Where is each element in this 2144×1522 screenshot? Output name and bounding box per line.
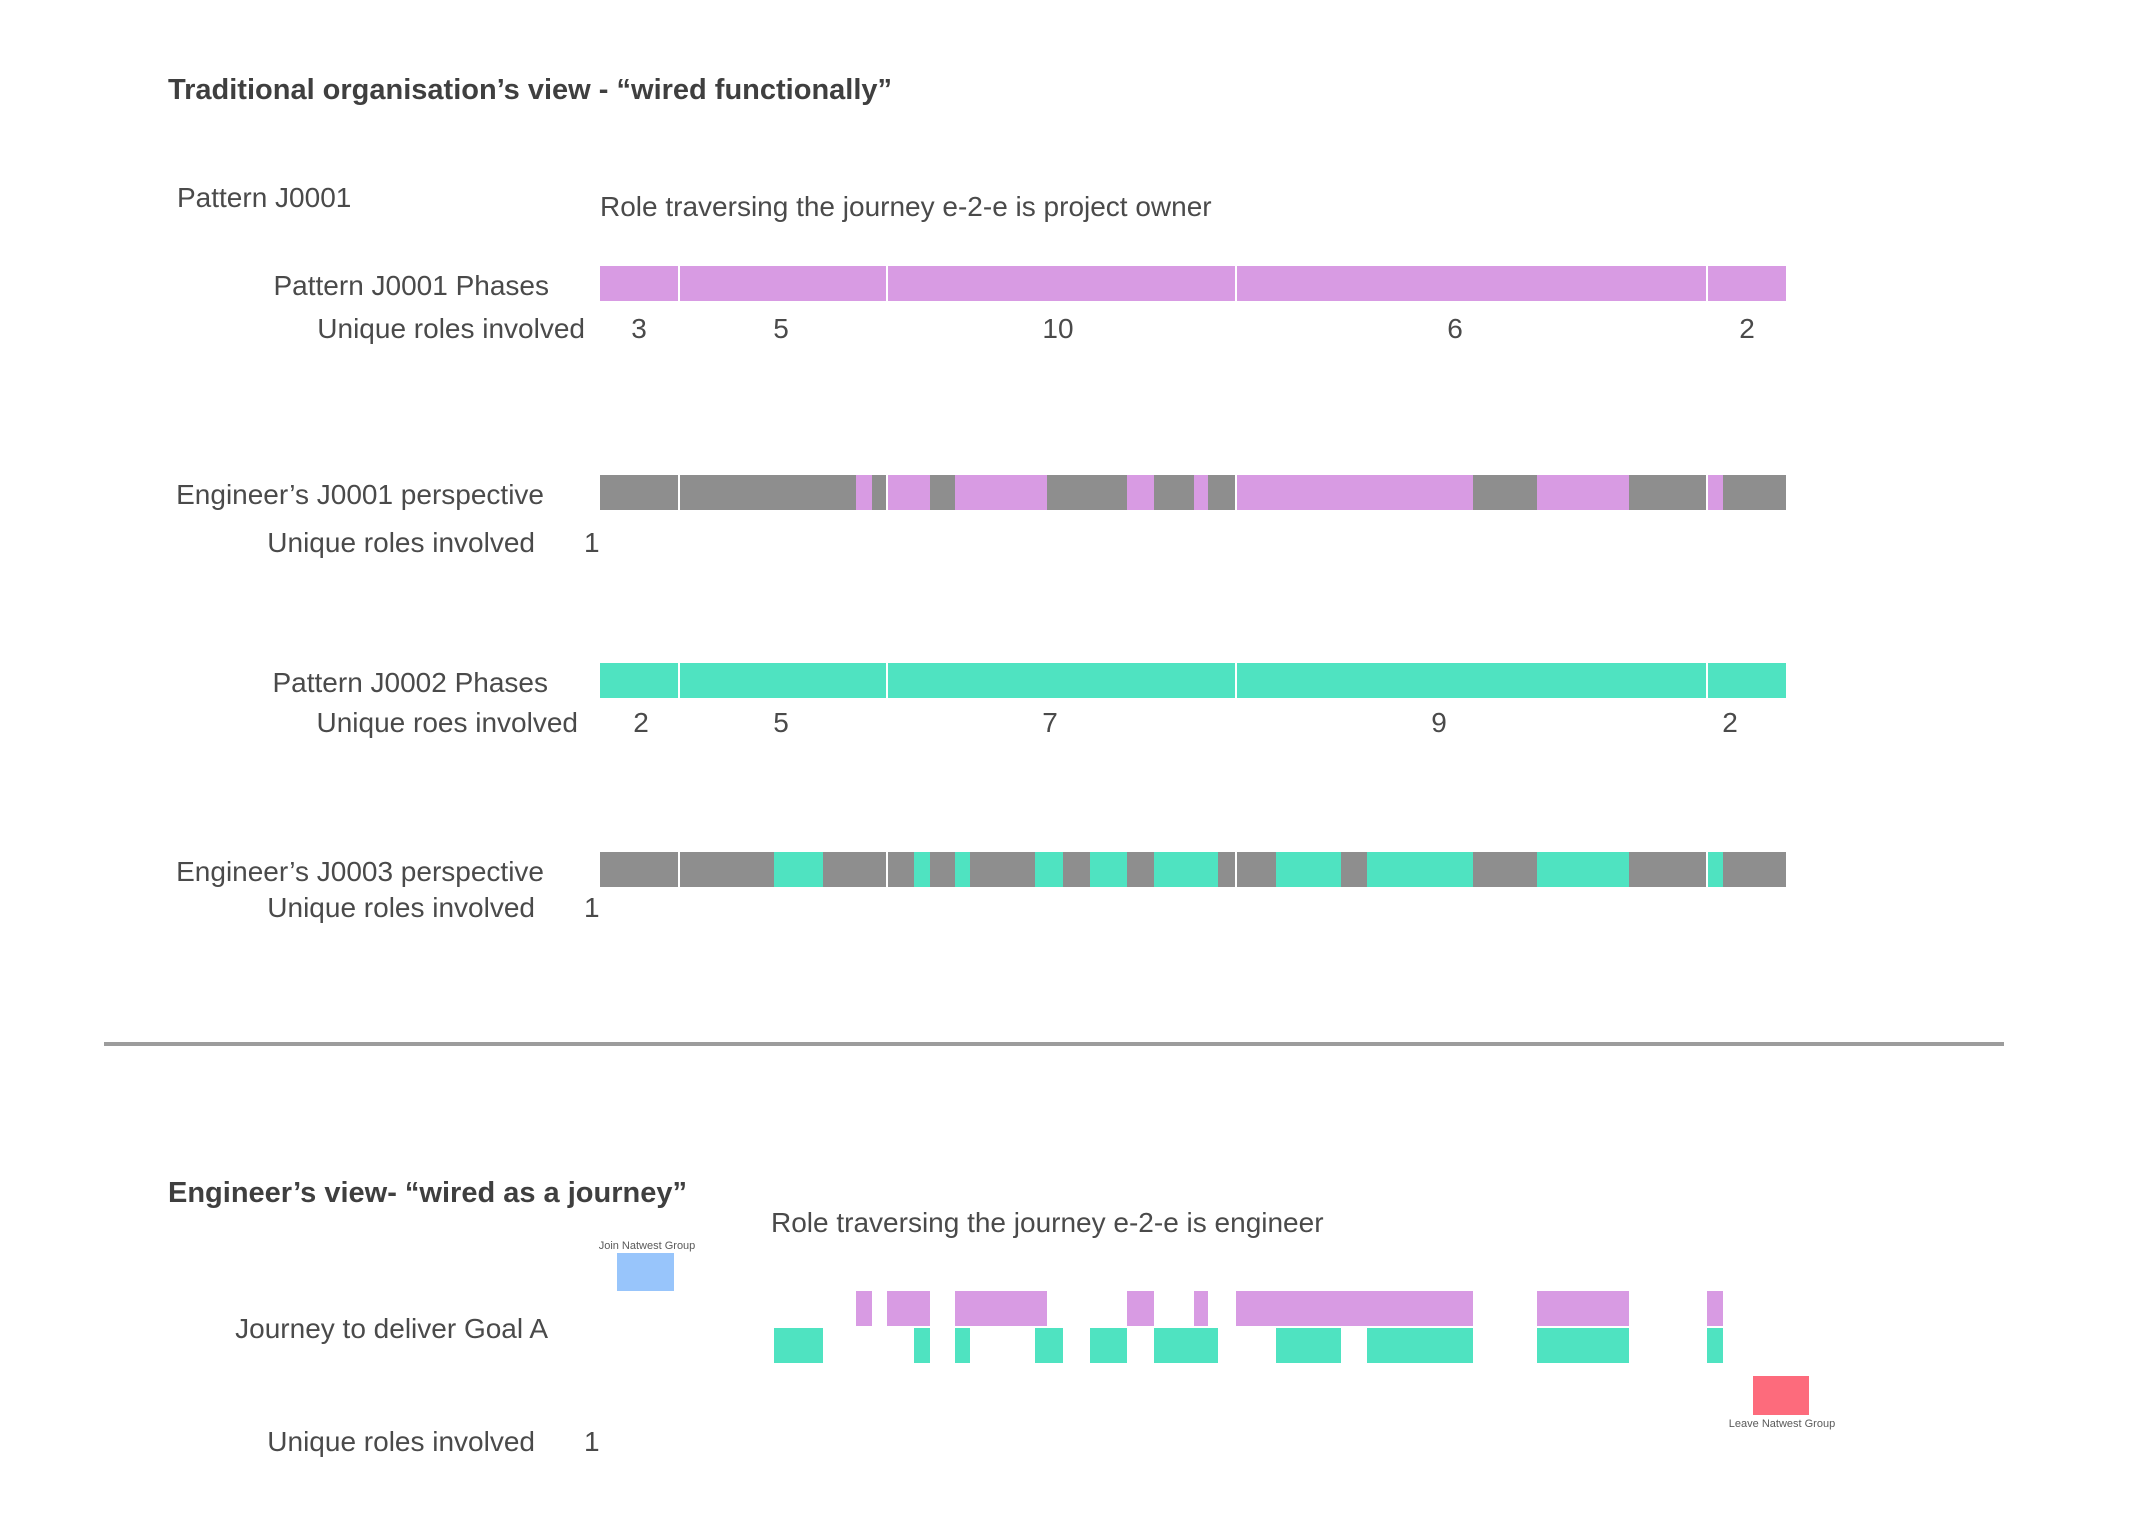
role-segment xyxy=(955,852,970,887)
role-segment xyxy=(1537,852,1629,887)
role-segment xyxy=(914,1328,930,1363)
j0001-count-4: 6 xyxy=(1447,313,1463,344)
j0002-count-4: 9 xyxy=(1431,707,1447,738)
role-segment xyxy=(1090,852,1127,887)
role-segment xyxy=(1367,1328,1473,1363)
journey-lilac-row xyxy=(600,1291,1786,1326)
section2-heading: Engineer’s view- “wired as a journey” xyxy=(168,1177,687,1209)
role-segment xyxy=(1194,1291,1208,1326)
phase-separator xyxy=(1235,852,1237,887)
role-segment xyxy=(1707,475,1723,510)
phase-separator xyxy=(1235,266,1237,301)
role-segment xyxy=(1537,1328,1629,1363)
role-segment xyxy=(1127,1291,1154,1326)
role-segment xyxy=(1276,852,1341,887)
phase-separator xyxy=(886,663,888,698)
role-segment xyxy=(774,852,823,887)
phase-separator xyxy=(678,852,680,887)
role-segment xyxy=(1707,852,1723,887)
j0002-count-2: 5 xyxy=(773,707,789,738)
phase-separator xyxy=(678,266,680,301)
role-segment xyxy=(1707,1291,1723,1326)
join-label: Join Natwest Group xyxy=(598,1240,696,1252)
j0001-count-2: 5 xyxy=(773,313,789,344)
phase-separator xyxy=(1235,663,1237,698)
j0002-count-5: 2 xyxy=(1722,707,1738,738)
j0001-phases-label: Pattern J0001 Phases xyxy=(273,270,549,301)
role-segment xyxy=(887,1291,930,1326)
phase-separator xyxy=(1706,663,1708,698)
eng-j0001-bar xyxy=(600,475,1786,510)
role-segment xyxy=(887,475,930,510)
role-segment xyxy=(1276,1328,1341,1363)
leave-label: Leave Natwest Group xyxy=(1728,1418,1836,1430)
j0002-phases-label: Pattern J0002 Phases xyxy=(272,667,548,698)
journey-roles-label: Unique roles involved xyxy=(267,1426,535,1457)
phase-separator xyxy=(1706,852,1708,887)
role-segment xyxy=(1154,852,1218,887)
j0001-phase-bar xyxy=(600,266,1786,301)
role-segment xyxy=(955,1328,970,1363)
role-segment xyxy=(1127,475,1154,510)
role-caption-1: Role traversing the journey e-2-e is pro… xyxy=(600,191,1212,222)
pattern-title: Pattern J0001 xyxy=(177,182,352,213)
phase-separator xyxy=(1706,266,1708,301)
eng-j0003-roles-value: 1 xyxy=(584,892,600,923)
j0001-roles-label: Unique roles involved xyxy=(317,313,585,344)
eng-j0001-roles-value: 1 xyxy=(584,527,600,558)
eng-j0001-roles-label: Unique roles involved xyxy=(267,527,535,558)
journey-teal-row xyxy=(600,1328,1786,1363)
role-segment xyxy=(1537,1291,1629,1326)
section-divider xyxy=(104,1042,2004,1046)
role-segment xyxy=(955,475,1047,510)
eng-j0003-bar xyxy=(600,852,1786,887)
role-segment xyxy=(1090,1328,1127,1363)
role-segment xyxy=(1194,475,1208,510)
phase-separator xyxy=(678,475,680,510)
phase-separator xyxy=(1235,475,1237,510)
leave-block xyxy=(1753,1376,1809,1415)
phase-separator xyxy=(678,663,680,698)
role-segment xyxy=(1154,1328,1218,1363)
journey-label: Journey to deliver Goal A xyxy=(235,1313,548,1344)
phase-separator xyxy=(886,475,888,510)
role-segment xyxy=(1035,852,1063,887)
role-segment xyxy=(1236,475,1473,510)
j0002-count-1: 2 xyxy=(633,707,649,738)
eng-j0003-label: Engineer’s J0003 perspective xyxy=(176,856,544,887)
j0001-count-3: 10 xyxy=(1042,313,1074,344)
role-segment xyxy=(1537,475,1629,510)
role-caption-2: Role traversing the journey e-2-e is eng… xyxy=(771,1207,1324,1238)
role-segment xyxy=(955,1291,1047,1326)
bar-background xyxy=(600,266,1786,301)
journey-roles-value: 1 xyxy=(584,1426,600,1457)
phase-separator xyxy=(886,266,888,301)
role-segment xyxy=(856,475,872,510)
j0002-roles-label: Unique roes involved xyxy=(316,707,579,738)
phase-separator xyxy=(886,852,888,887)
role-segment xyxy=(1236,1291,1473,1326)
role-segment xyxy=(1035,1328,1063,1363)
j0001-count-1: 3 xyxy=(631,313,647,344)
j0002-phase-bar xyxy=(600,663,1786,698)
j0001-count-5: 2 xyxy=(1739,313,1755,344)
bar-background xyxy=(600,663,1786,698)
role-segment xyxy=(774,1328,823,1363)
eng-j0003-roles-label: Unique roles involved xyxy=(267,892,535,923)
role-segment xyxy=(856,1291,872,1326)
role-segment xyxy=(1367,852,1473,887)
section1-heading: Traditional organisation’s view - “wired… xyxy=(168,74,893,106)
eng-j0001-label: Engineer’s J0001 perspective xyxy=(176,479,544,510)
role-segment xyxy=(1707,1328,1723,1363)
role-segment xyxy=(914,852,930,887)
join-block xyxy=(617,1253,674,1291)
j0002-count-3: 7 xyxy=(1042,707,1058,738)
phase-separator xyxy=(1706,475,1708,510)
